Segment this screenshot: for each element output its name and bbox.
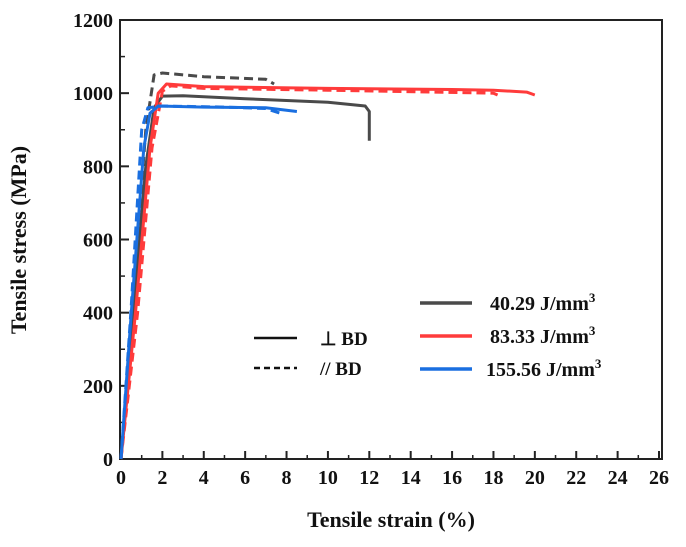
legend-label: // BD	[319, 359, 362, 380]
x-tick-label: 14	[401, 467, 421, 489]
x-tick-label: 6	[240, 467, 250, 489]
y-tick-label: 1000	[73, 83, 113, 105]
y-axis-label: Tensile stress (MPa)	[6, 146, 31, 334]
x-tick-label: 16	[442, 467, 462, 489]
legend-label: ⊥ BD	[320, 329, 368, 350]
series-line-1	[119, 71, 275, 460]
y-tick-label: 400	[83, 303, 113, 325]
x-tick-label: 24	[608, 467, 628, 489]
x-tick-label: 8	[282, 467, 292, 489]
x-tick-label: 0	[116, 467, 126, 489]
y-tick-label: 600	[83, 230, 113, 252]
x-tick-label: 18	[483, 467, 503, 489]
x-tick-label: 22	[566, 467, 586, 489]
y-tick-label: 1200	[73, 10, 113, 32]
series-line-3	[119, 84, 499, 460]
series-line-5	[119, 104, 281, 460]
x-tick-label: 4	[199, 467, 209, 489]
y-tick-label: 800	[83, 156, 113, 178]
x-tick-label: 12	[359, 467, 379, 489]
x-tick-label: 10	[318, 467, 338, 489]
series-line-2	[119, 82, 536, 460]
series-line-0	[119, 94, 371, 460]
x-tick-label: 26	[649, 467, 669, 489]
legend-label: 40.29 J/mm3	[490, 290, 596, 315]
y-tick-label: 200	[83, 376, 113, 398]
x-tick-label: 20	[525, 467, 545, 489]
x-tick-label: 2	[157, 467, 167, 489]
y-tick-label: 0	[103, 449, 113, 471]
legend-label: 83.33 J/mm3	[490, 323, 596, 348]
legend-label: 155.56 J/mm3	[486, 356, 602, 381]
x-axis-label: Tensile strain (%)	[307, 507, 475, 532]
